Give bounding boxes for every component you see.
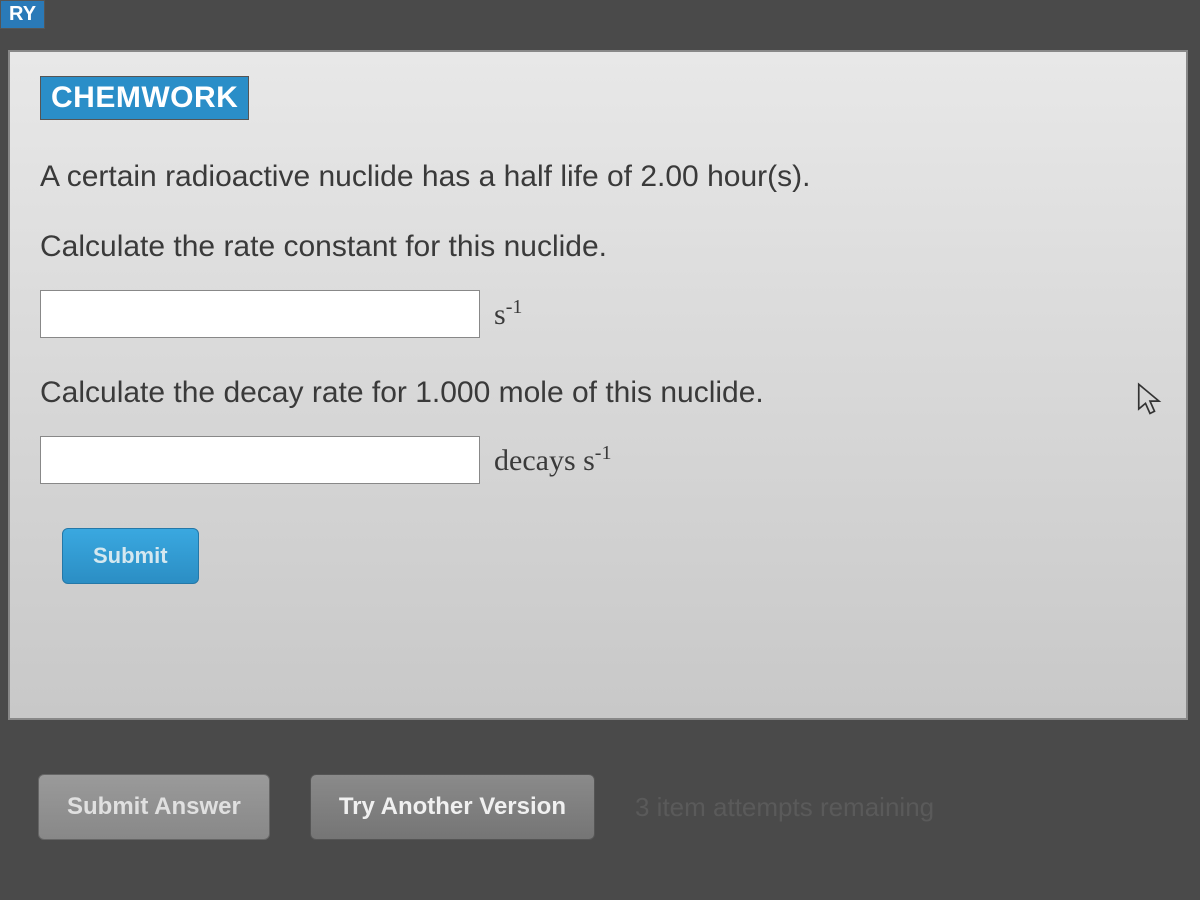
part1-instruction: Calculate the rate constant for this nuc… [40, 226, 1156, 268]
question-panel: CHEMWORK A certain radioactive nuclide h… [8, 50, 1188, 720]
submit-button[interactable]: Submit [62, 528, 199, 584]
try-another-label: Try Another Version [339, 793, 566, 820]
part1-unit-exp: -1 [506, 296, 523, 318]
top-tab-label: RY [9, 3, 36, 25]
part1-unit-label: s-1 [494, 296, 522, 332]
part2-unit-exp: -1 [595, 442, 612, 464]
submit-button-label: Submit [93, 543, 168, 568]
part2-input-row: decays s-1 [40, 436, 1156, 484]
cursor-icon [1136, 382, 1164, 418]
submit-answer-label: Submit Answer [67, 793, 241, 820]
question-text: A certain radioactive nuclide has a half… [40, 156, 1156, 198]
submit-answer-button[interactable]: Submit Answer [38, 774, 270, 840]
part2-instruction: Calculate the decay rate for 1.000 mole … [40, 372, 1156, 414]
attempts-remaining-text: 3 item attempts remaining [635, 792, 934, 823]
chemwork-badge-text: CHEMWORK [51, 81, 238, 114]
bottom-action-bar: Submit Answer Try Another Version 3 item… [8, 774, 1188, 840]
part1-unit-base: s [494, 298, 506, 331]
top-tab[interactable]: RY [0, 0, 45, 29]
chemwork-badge: CHEMWORK [40, 76, 249, 120]
part2-unit-label: decays s-1 [494, 442, 611, 478]
part1-input-row: s-1 [40, 290, 1156, 338]
rate-constant-input[interactable] [40, 290, 480, 338]
decay-rate-input[interactable] [40, 436, 480, 484]
try-another-button[interactable]: Try Another Version [310, 774, 595, 840]
part2-unit-prefix: decays s [494, 444, 595, 477]
